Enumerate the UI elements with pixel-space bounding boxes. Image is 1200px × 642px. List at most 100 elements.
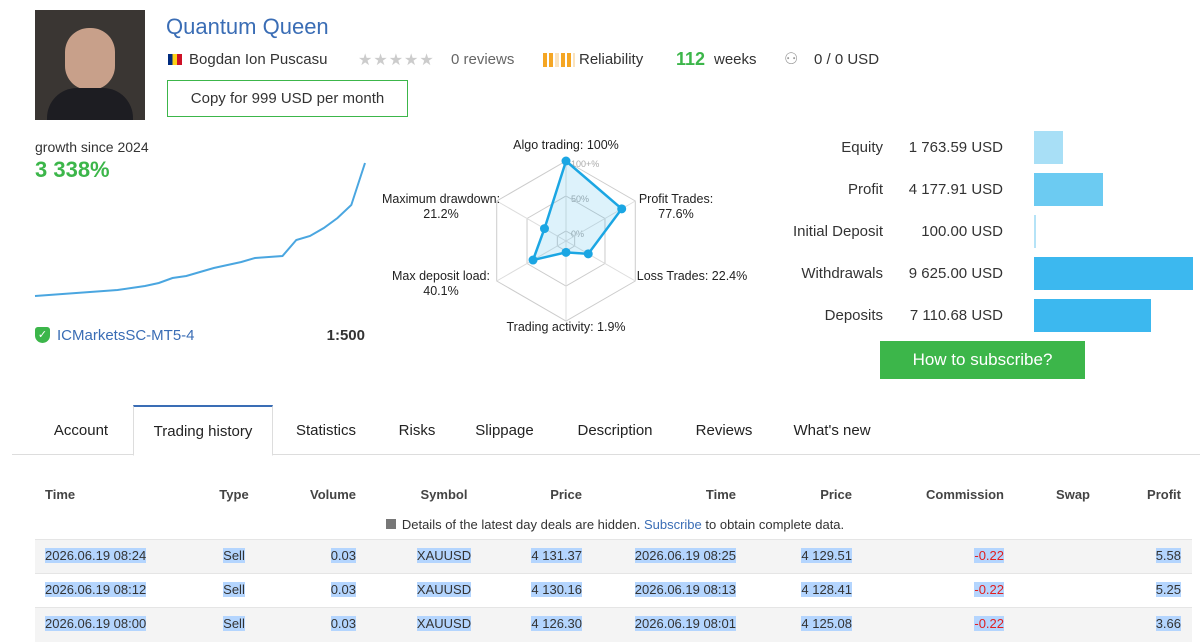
balance-label: Initial Deposit (792, 223, 883, 240)
column-header: Price (550, 487, 582, 502)
cell-text: XAUUSD (416, 616, 472, 631)
cell-text: 2026.06.19 08:00 (45, 616, 147, 631)
column-header: Commission (925, 487, 1004, 502)
cell-text: Sell (223, 616, 245, 631)
cell: 4 130.16 (520, 582, 582, 597)
flag (168, 54, 182, 65)
tab[interactable]: Statistics (295, 422, 356, 439)
cell-text: 4 125.08 (801, 616, 852, 631)
cell: -0.22 (900, 548, 1004, 563)
cell: 2026.06.19 08:00 (45, 616, 147, 631)
cell: Sell (195, 548, 273, 563)
tabs-line (12, 454, 1200, 455)
balance-value: 7 110.68 USD (909, 307, 1003, 324)
title[interactable]: Quantum Queen (166, 14, 329, 39)
balance-label: Profit (847, 181, 883, 198)
column-header: Symbol (420, 487, 468, 502)
notice-after: to obtain complete data. (705, 517, 845, 532)
cell: 4 126.30 (520, 616, 582, 631)
avatar (35, 10, 145, 120)
balance-bar (1034, 257, 1193, 290)
cell-text: 5.58 (1155, 548, 1181, 563)
balance-label: Equity (841, 139, 883, 156)
cell-text: 4 130.16 (531, 582, 582, 597)
cell-text: 0.03 (330, 548, 356, 563)
balance-bar (1034, 173, 1104, 206)
column-header: Profit (1147, 487, 1181, 502)
server[interactable]: ICMarketsSC-MT5-4 (57, 327, 195, 344)
cell: 2026.06.19 08:01 (630, 616, 736, 631)
notice-link[interactable]: Subscribe (643, 517, 702, 532)
lock-icon (385, 519, 396, 529)
cell-text: 2026.06.19 08:24 (45, 548, 147, 563)
cell: Sell (195, 582, 273, 597)
radar-axis (565, 240, 636, 282)
balance-bar (1034, 131, 1064, 164)
cell: 5.58 (1120, 548, 1181, 563)
reviews[interactable]: 0 reviews (451, 51, 515, 68)
cell-text: -0.22 (974, 548, 1004, 563)
radar-axis (496, 200, 567, 242)
tab[interactable]: Reviews (695, 422, 753, 439)
cell: 5.25 (1120, 582, 1181, 597)
cell-text: Sell (223, 548, 245, 563)
radar-shape (531, 158, 624, 262)
cell-text: -0.22 (974, 582, 1004, 597)
growth-label: growth since 2024 (35, 139, 149, 155)
cell-text: Sell (223, 582, 245, 597)
radar-point (561, 156, 571, 166)
tab[interactable]: Description (577, 422, 653, 439)
leverage: 1:500 (326, 327, 365, 344)
reliability: Reliability (579, 51, 644, 68)
growth-value: 3 338% (35, 157, 110, 182)
notice-before: Details of the latest day deals are hidd… (401, 517, 641, 532)
radar-point (583, 249, 593, 259)
radar-label: Algo trading: 100% (513, 138, 619, 152)
cell-text: XAUUSD (416, 548, 472, 563)
author[interactable]: Bogdan Ion Puscasu (189, 51, 328, 68)
balance-bar (1034, 215, 1036, 248)
radar-ring-label: 50% (571, 194, 589, 204)
stars: ★★★★★ (358, 52, 435, 69)
tab[interactable]: Risks (398, 422, 436, 439)
copy-button[interactable]: Copy for 999 USD per month (167, 80, 408, 117)
cell: XAUUSD (400, 548, 488, 563)
balance-label: Deposits (824, 307, 883, 324)
cell-text: -0.22 (974, 616, 1004, 631)
column-header: Time (45, 487, 76, 502)
weeks-label: weeks (714, 51, 757, 68)
radar-label: Trading activity: 1.9% (506, 320, 626, 334)
cell: Sell (195, 616, 273, 631)
cell: -0.22 (900, 582, 1004, 597)
balance-label: Withdrawals (801, 265, 883, 282)
tab[interactable]: Account (53, 422, 109, 439)
tab[interactable]: Slippage (475, 422, 534, 439)
radar-point (617, 204, 627, 214)
cell: 4 131.37 (520, 548, 582, 563)
cell-text: 5.25 (1155, 582, 1181, 597)
radar-ring-label: 100+% (571, 159, 599, 169)
cell-text: 4 126.30 (531, 616, 582, 631)
column-header: Type (219, 487, 249, 502)
cell-text: 2026.06.19 08:01 (634, 616, 736, 631)
subscribe-button[interactable]: How to subscribe? (880, 341, 1085, 379)
cell: 4 129.51 (790, 548, 852, 563)
subscribers-icon: ⚇ (784, 51, 799, 68)
radar-point (561, 247, 571, 257)
cell: -0.22 (900, 616, 1004, 631)
cell: 4 125.08 (790, 616, 852, 631)
cell: 4 128.41 (790, 582, 852, 597)
radar-label: Maximum drawdown: 21.2% (381, 192, 501, 221)
cell-text: 4 129.51 (801, 548, 852, 563)
tab[interactable]: Trading history (133, 405, 273, 456)
cell-text: 4 131.37 (531, 548, 582, 563)
tab[interactable]: What's new (793, 422, 871, 439)
cell-text: 0.03 (330, 616, 356, 631)
radar-point (539, 224, 549, 234)
cell: 2026.06.19 08:13 (630, 582, 736, 597)
balance-value: 100.00 USD (921, 223, 1003, 240)
balance-value: 4 177.91 USD (908, 181, 1003, 198)
radar-point (528, 255, 538, 265)
cell: 2026.06.19 08:12 (45, 582, 147, 597)
